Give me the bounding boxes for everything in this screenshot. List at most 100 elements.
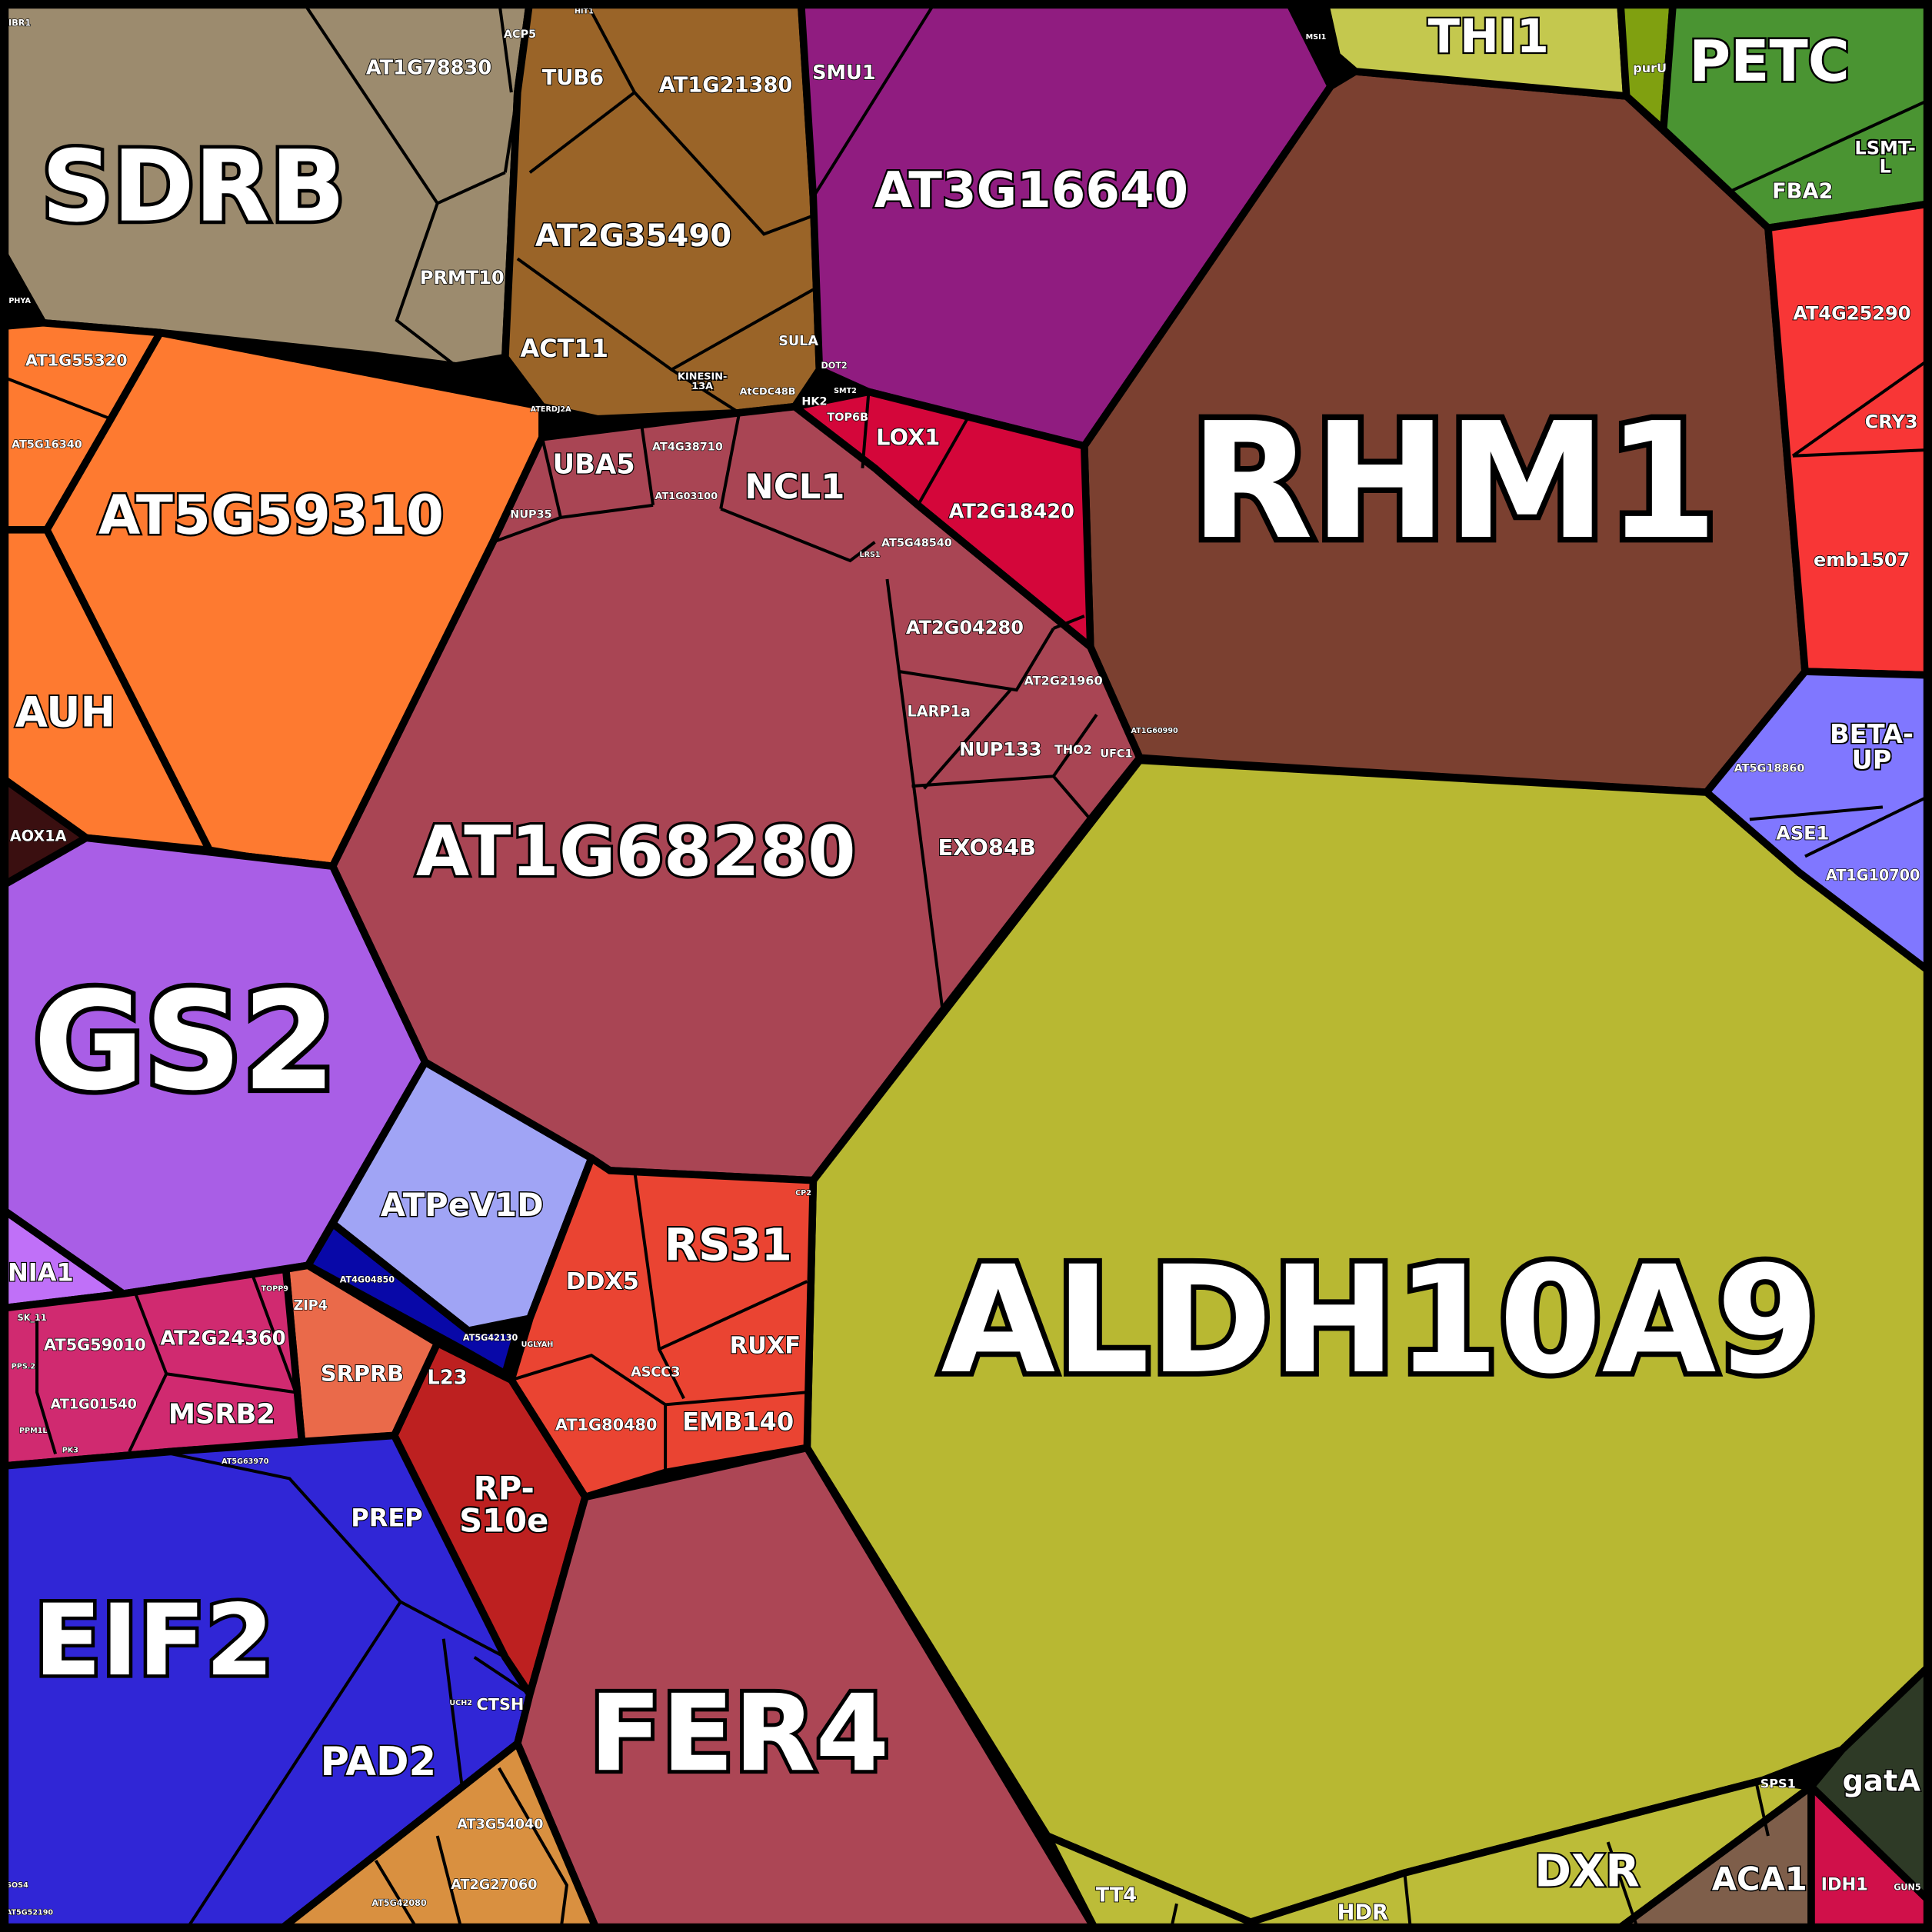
cell-label: AT2G27060 (451, 1877, 537, 1893)
cell-label: TUB6 (542, 66, 604, 90)
cell-border (923, 688, 1012, 790)
cell-label: RS31 (665, 1218, 792, 1271)
cell-label: FER4 (589, 1672, 889, 1795)
cell-label: MSRB2 (168, 1399, 275, 1431)
cell-label: AT1G21380 (659, 74, 793, 98)
cell-label: SPS1 (1760, 1776, 1796, 1790)
cell-label: TOP6B (827, 411, 868, 424)
cell-border (1792, 448, 1932, 458)
cell-label: AT5G48540 (881, 538, 952, 550)
cell-label-wrapper: LSMT-L (1811, 134, 1932, 182)
cell-border (658, 1280, 808, 1351)
cell-border (1749, 805, 1884, 821)
cell-label: RHM1 (1190, 389, 1718, 575)
cell-label: LRS1 (859, 551, 880, 559)
cell-label: AT2G04280 (906, 617, 1024, 638)
cell-label: PREP (351, 1503, 423, 1532)
cell-label-box: RP-S10e (376, 1464, 632, 1547)
cell-label: LSMT-L (1854, 136, 1916, 178)
cell-label-box: KINESIN-13A (678, 371, 728, 392)
cell-label: AT1G10700 (1826, 867, 1920, 884)
cell-label: AT3G16640 (874, 162, 1188, 219)
cell-label: TT4 (1096, 1884, 1137, 1907)
cell-label: PHYA (8, 297, 31, 305)
cell-border (633, 91, 814, 236)
cell-label: SOS4 (6, 1881, 28, 1890)
cell-border (1052, 714, 1098, 778)
cell-label: RP-S10e (459, 1471, 549, 1541)
cell-label: BETA-UP (1830, 719, 1914, 775)
cell-label: ATERDJ2A (531, 405, 571, 414)
cell-label: CTSH (476, 1695, 524, 1714)
cell-border (183, 1601, 402, 1932)
cell-label: HK2 (801, 395, 827, 408)
cell-label: ASE1 (1776, 823, 1829, 844)
cell-label: AT1G78830 (366, 57, 491, 80)
cell-label: ACT11 (520, 334, 608, 363)
cell-label: SMU1 (812, 62, 876, 85)
cell-label: AtCDC48B (740, 386, 796, 398)
cell-thi1 (1321, 0, 1631, 100)
cell-label: THO2 (1054, 742, 1092, 757)
cell-label-wrapper: RP-S10e (376, 1464, 632, 1547)
cell-label: AT2G35490 (535, 218, 731, 254)
cell-border (159, 1450, 506, 1659)
cell-label: EXO84B (938, 834, 1036, 861)
cell-label: gatA (1843, 1764, 1921, 1799)
cell-label: IDH1 (1821, 1875, 1868, 1895)
cell-label: GS2 (33, 962, 336, 1121)
cell-label: AT5G42130 (463, 1333, 518, 1343)
cell-border (916, 418, 969, 506)
cell-label: AT1G60990 (1131, 727, 1178, 735)
cell-label: AT5G52190 (6, 1908, 54, 1917)
cell-label: SRPRB (321, 1361, 404, 1387)
cell-label: PETC (1689, 29, 1850, 95)
cell-label: FBA2 (1772, 179, 1833, 203)
cell-label: NUP133 (959, 739, 1041, 761)
cell-label: AT3G54040 (457, 1817, 543, 1833)
cell-at4g25290 (1764, 199, 1932, 679)
cell-border (885, 578, 944, 1011)
cell-label: SDRB (42, 130, 345, 245)
cell-border (671, 288, 814, 371)
cell-label: SMT2 (834, 387, 857, 395)
cell-border (1754, 1780, 1770, 1837)
cell-label: EMB140 (682, 1407, 794, 1436)
cell-label: HIT1 (575, 7, 594, 15)
cell-label: AT5G59310 (98, 484, 444, 547)
cell-border (503, 92, 519, 173)
cell-label: AT2G24360 (160, 1327, 285, 1350)
cell-atpev1d (328, 1058, 595, 1335)
cell-label: AT5G18860 (1734, 763, 1805, 775)
cell-label: AUH (15, 687, 115, 736)
cell-label: NIA1 (8, 1258, 74, 1287)
cell-label: KINESIN-13A (678, 371, 728, 392)
cell-border (720, 507, 876, 563)
cell-label: AT5G16340 (12, 438, 82, 451)
cell-label: AT4G38710 (652, 441, 723, 454)
cell-label: TOPP9 (261, 1285, 289, 1294)
cell-border (497, 0, 513, 93)
cell-label: emb1507 (1814, 549, 1910, 571)
cell-label: ACA1 (1712, 1860, 1807, 1897)
cell-border (861, 391, 871, 468)
cell-label: NCL1 (744, 466, 844, 507)
cell-label: SULA (778, 334, 818, 349)
cell-label: AT4G04850 (340, 1275, 395, 1285)
cell-border (435, 1835, 464, 1932)
cell-label: MSI1 (1306, 33, 1327, 42)
cell-label: AT1G55320 (25, 351, 128, 369)
cell-label: DDX5 (566, 1268, 639, 1295)
cell-label: PK3 (62, 1447, 78, 1455)
cell-label: AOX1A (10, 827, 67, 844)
cell-label: AT1G68280 (416, 812, 856, 892)
cell-label-box: LSMT-L (1811, 134, 1932, 182)
cell-label: UFC1 (1100, 748, 1132, 760)
cell-border (540, 437, 654, 520)
cell-label: AT1G01540 (51, 1397, 137, 1412)
cell-label: AT1G80480 (555, 1416, 658, 1434)
cell-label: LARP1a (908, 702, 971, 720)
cell-border (441, 1638, 464, 1787)
cell-label: ACP5 (504, 28, 536, 41)
